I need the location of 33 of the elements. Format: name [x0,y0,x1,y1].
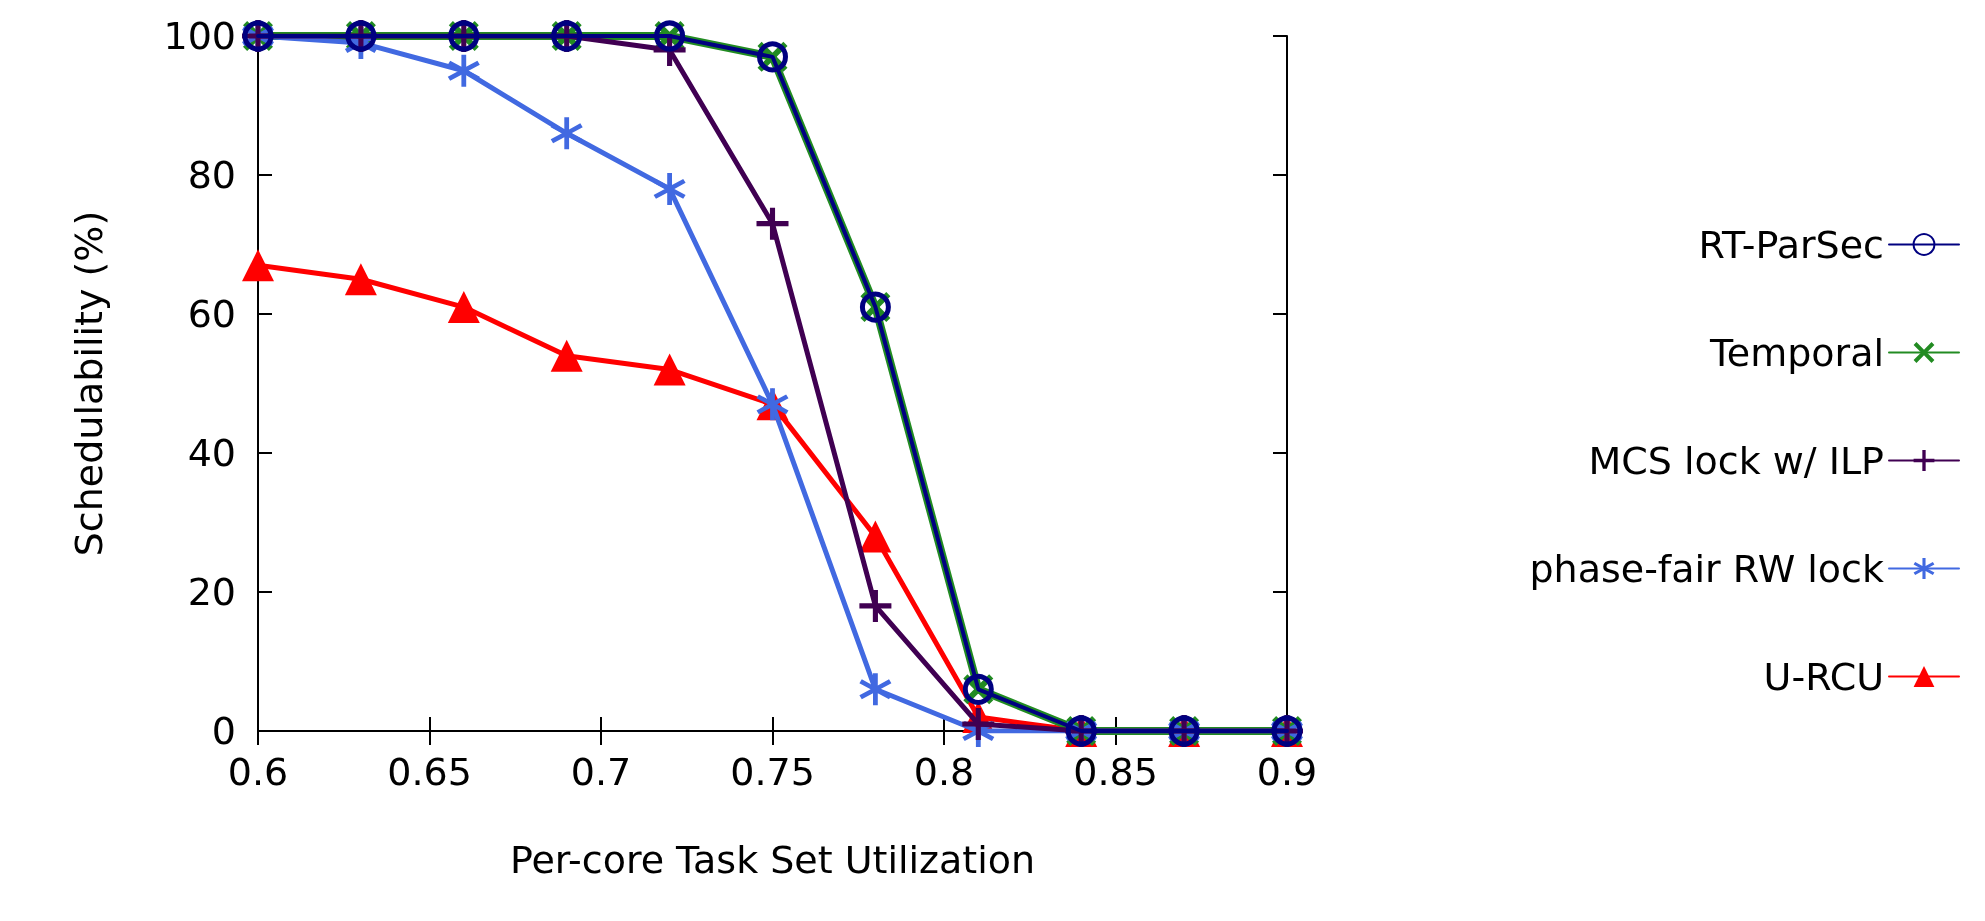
point [756,207,789,240]
x-tick-label: 0.6 [227,750,289,794]
legend-label: Temporal [1709,330,1884,375]
legend-label: U-RCU [1763,654,1884,699]
point [344,263,377,296]
x-tick-label: 0.65 [387,750,472,794]
x-tick-label: 0.8 [913,750,975,794]
legend-label: RT-ParSec [1698,222,1884,267]
point [242,249,274,282]
x-axis-title: Per-core Task Set Utilization [509,838,1036,882]
legend-label: phase-fair RW lock [1529,546,1884,591]
point [447,54,480,87]
y-tick-label: 20 [187,570,236,614]
point [653,353,686,386]
y-tick-label: 100 [163,14,236,58]
x-tick-label: 0.9 [1256,750,1318,794]
point [550,339,583,372]
y-axis-title: Schedulability (%) [67,210,111,557]
x-tick-label: 0.85 [1073,750,1158,794]
y-tick-label: 80 [187,153,236,197]
y-tick-label: 0 [211,709,236,753]
point [859,673,892,706]
y-tick-label: 60 [187,292,236,336]
point [447,291,480,324]
point [962,708,995,741]
x-tick-label: 0.75 [730,750,815,794]
point [859,520,892,553]
x-tick-label: 0.7 [570,750,632,794]
point [550,117,583,150]
point [653,172,686,205]
point [859,589,892,622]
legend-label: MCS lock w/ ILP [1588,438,1884,483]
y-tick-label: 40 [187,431,236,475]
